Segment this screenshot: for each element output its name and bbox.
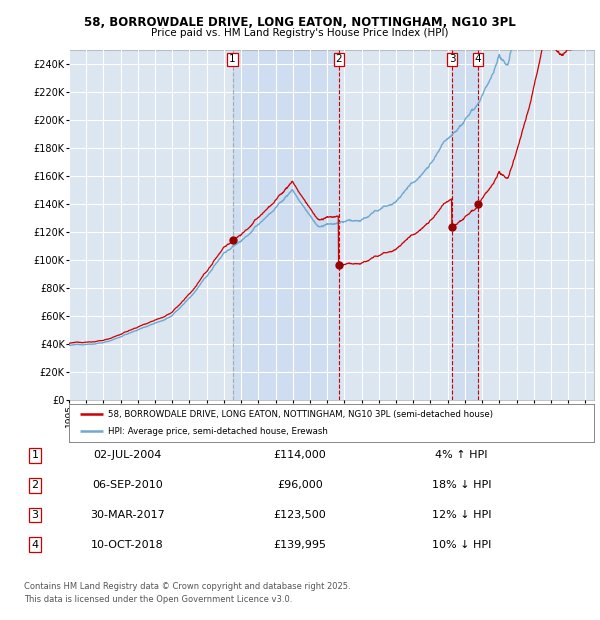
Text: 06-SEP-2010: 06-SEP-2010 [92,480,163,490]
Text: 10-OCT-2018: 10-OCT-2018 [91,540,164,550]
Text: This data is licensed under the Open Government Licence v3.0.: This data is licensed under the Open Gov… [24,595,292,604]
Bar [452,50,478,400]
Text: 58, BORROWDALE DRIVE, LONG EATON, NOTTINGHAM, NG10 3PL (semi-detached house): 58, BORROWDALE DRIVE, LONG EATON, NOTTIN… [109,410,493,419]
Text: 30-MAR-2017: 30-MAR-2017 [90,510,164,520]
Text: £96,000: £96,000 [277,480,323,490]
Bar [233,50,339,400]
Text: £114,000: £114,000 [274,450,326,460]
Text: 1: 1 [229,55,236,64]
Text: HPI: Average price, semi-detached house, Erewash: HPI: Average price, semi-detached house,… [109,427,328,436]
Text: 4% ↑ HPI: 4% ↑ HPI [435,450,488,460]
Text: 4: 4 [31,540,38,550]
Text: Contains HM Land Registry data © Crown copyright and database right 2025.: Contains HM Land Registry data © Crown c… [24,582,350,591]
Text: £123,500: £123,500 [274,510,326,520]
Text: 4: 4 [475,55,481,64]
Text: 58, BORROWDALE DRIVE, LONG EATON, NOTTINGHAM, NG10 3PL: 58, BORROWDALE DRIVE, LONG EATON, NOTTIN… [84,16,516,29]
Text: 1: 1 [32,450,38,460]
Text: 3: 3 [32,510,38,520]
Text: £139,995: £139,995 [274,540,326,550]
Text: 2: 2 [335,55,342,64]
Text: 18% ↓ HPI: 18% ↓ HPI [431,480,491,490]
Text: 12% ↓ HPI: 12% ↓ HPI [431,510,491,520]
Text: 2: 2 [31,480,38,490]
Text: 3: 3 [449,55,455,64]
Text: 02-JUL-2004: 02-JUL-2004 [93,450,161,460]
Text: 10% ↓ HPI: 10% ↓ HPI [431,540,491,550]
Text: Price paid vs. HM Land Registry's House Price Index (HPI): Price paid vs. HM Land Registry's House … [151,28,449,38]
